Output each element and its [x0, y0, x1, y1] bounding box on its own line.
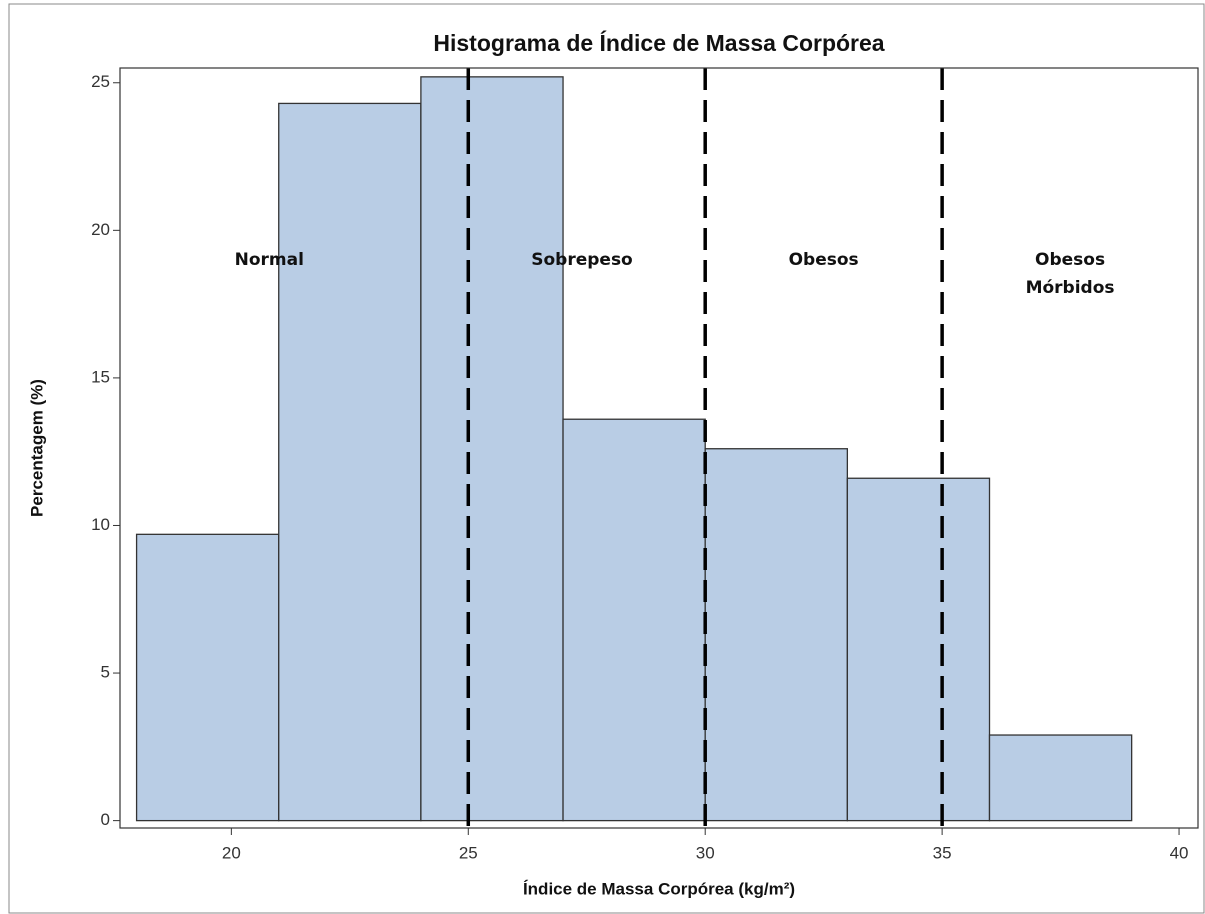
chart-title: Histograma de Índice de Massa Corpórea — [433, 29, 884, 56]
annotation: Obesos — [1035, 250, 1105, 270]
y-tick-label: 0 — [101, 810, 110, 829]
bar — [704, 448, 849, 822]
annotation: Normal — [235, 250, 304, 270]
bar — [278, 102, 422, 822]
x-tick-label: 35 — [933, 843, 952, 862]
y-tick-label: 15 — [91, 367, 110, 386]
y-tick-label: 5 — [101, 663, 110, 682]
bar — [420, 76, 564, 822]
bar — [135, 533, 280, 822]
bar — [846, 477, 991, 822]
x-axis-label: Índice de Massa Corpórea (kg/m²) — [523, 879, 795, 898]
x-tick-label: 25 — [459, 843, 478, 862]
bar — [988, 734, 1133, 822]
bar — [562, 418, 706, 822]
x-tick-label: 40 — [1170, 843, 1189, 862]
y-tick-label: 10 — [91, 515, 110, 534]
y-axis-label: Percentagem (%) — [27, 379, 46, 517]
x-tick-label: 20 — [222, 843, 241, 862]
image-frame — [8, 3, 1205, 914]
y-tick-label: 20 — [91, 220, 110, 239]
annotation: Sobrepeso — [531, 250, 633, 270]
annotation: Obesos — [789, 250, 859, 270]
annotation: Mórbidos — [1026, 278, 1115, 298]
plot-frame — [119, 67, 1199, 829]
x-tick-label: 30 — [696, 843, 715, 862]
y-tick-label: 25 — [91, 72, 110, 91]
